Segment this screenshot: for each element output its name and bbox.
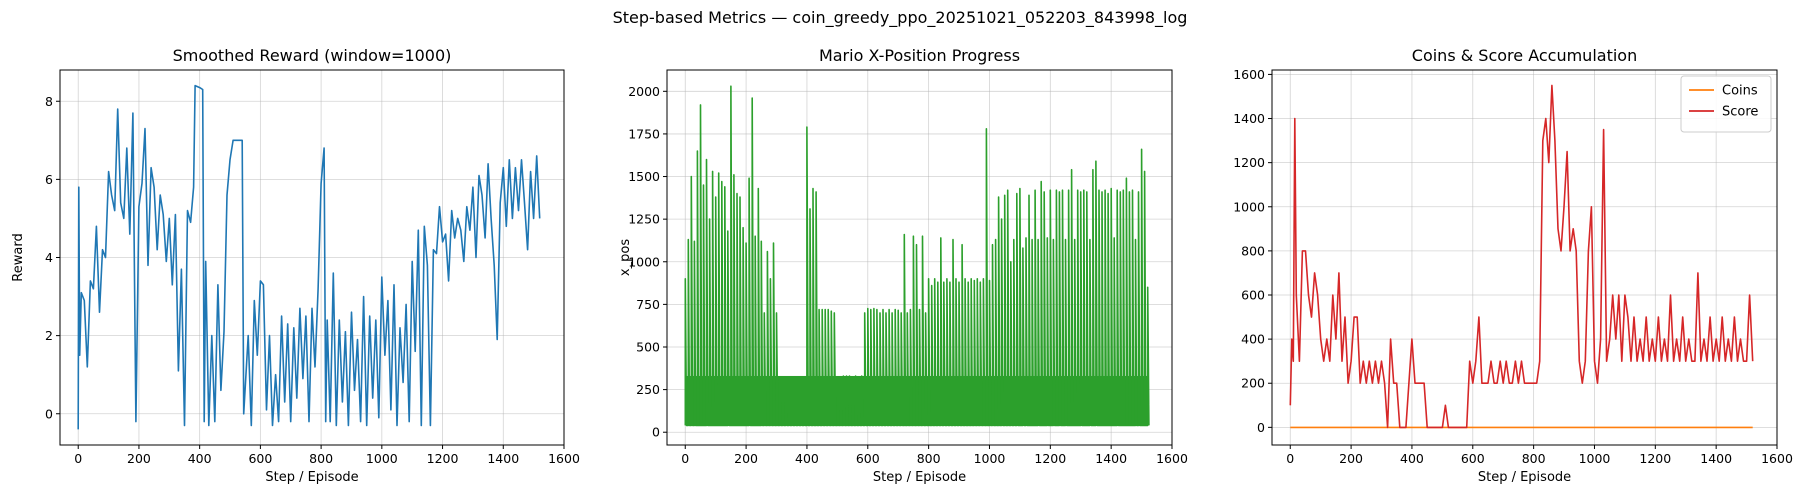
plot-frame <box>666 69 1173 446</box>
x-tick-label: 600 <box>248 451 272 466</box>
legend: Coins Score <box>1680 75 1772 133</box>
x-tick-label: 600 <box>1461 451 1485 466</box>
x-tick-label: 1400 <box>487 451 519 466</box>
y-tick-label: 2 <box>45 328 53 343</box>
chart-2: Mario X-Position Progress 0 200 400 600 800 10… <box>618 46 1188 485</box>
y-tick-label: 1000 <box>1233 199 1265 214</box>
x-tick-label: 800 <box>917 451 941 466</box>
x-tick-label: 1000 <box>1579 451 1611 466</box>
x-axis-label: Step / Episode <box>873 470 966 485</box>
x-tick-label: 0 <box>74 451 82 466</box>
x-tick-label: 200 <box>734 451 758 466</box>
x-tick-label: 1200 <box>427 451 459 466</box>
y-tick-label: 800 <box>1241 243 1265 258</box>
chart-3: Coins & Score Accumulation 0 200 400 600 800 1… <box>1233 46 1793 485</box>
series-line-1 <box>684 85 1150 427</box>
x-tick-label: 800 <box>1522 451 1546 466</box>
y-tick-label: 1200 <box>1233 155 1265 170</box>
y-tick-label: 200 <box>1241 376 1265 391</box>
figure-suptitle: Step-based Metrics — coin_greedy_ppo_202… <box>613 8 1188 28</box>
x-tick-label: 0 <box>1286 451 1294 466</box>
y-tick-label: 1600 <box>1233 67 1265 82</box>
y-tick-label: 1400 <box>1233 111 1265 126</box>
x-tick-label: 200 <box>1339 451 1363 466</box>
y-tick-label: 250 <box>636 382 660 397</box>
x-tick-label: 1000 <box>974 451 1006 466</box>
y-tick-label: 600 <box>1241 288 1265 303</box>
series-line-1 <box>77 84 541 430</box>
legend-label: Coins <box>1722 84 1758 99</box>
y-axis-label: x_pos <box>618 239 633 276</box>
y-tick-label: 400 <box>1241 332 1265 347</box>
y-tick-label: 0 <box>1257 420 1265 435</box>
series-line-score <box>1289 84 1754 429</box>
y-tick-label: 0 <box>45 406 53 421</box>
x-tick-label: 200 <box>127 451 151 466</box>
chart-title: Smoothed Reward (window=1000) <box>173 46 452 65</box>
x-tick-label: 1200 <box>1639 451 1671 466</box>
x-tick-label: 1400 <box>1700 451 1732 466</box>
x-tick-label: 800 <box>309 451 333 466</box>
y-tick-label: 1250 <box>628 212 660 227</box>
x-tick-label: 600 <box>856 451 880 466</box>
x-tick-label: 0 <box>681 451 689 466</box>
x-axis-label: Step / Episode <box>1478 470 1571 485</box>
x-tick-label: 400 <box>1400 451 1424 466</box>
x-tick-label: 400 <box>188 451 212 466</box>
y-tick-label: 1500 <box>628 169 660 184</box>
x-tick-label: 1000 <box>366 451 398 466</box>
x-tick-label: 1600 <box>1761 451 1793 466</box>
x-tick-label: 1600 <box>1156 451 1188 466</box>
y-axis-label: Reward <box>11 233 26 281</box>
legend-label: Score <box>1722 105 1758 120</box>
y-tick-label: 500 <box>636 339 660 354</box>
x-tick-label: 1200 <box>1034 451 1066 466</box>
chart-1: Smoothed Reward (window=1000) 0 200 400 600 8… <box>11 46 580 485</box>
x-tick-label: 1400 <box>1095 451 1127 466</box>
y-tick-label: 4 <box>45 250 53 265</box>
plot-frame <box>1271 69 1778 446</box>
x-tick-label: 400 <box>795 451 819 466</box>
y-tick-label: 1750 <box>628 126 660 141</box>
y-tick-label: 750 <box>636 297 660 312</box>
chart-title: Coins & Score Accumulation <box>1412 46 1637 65</box>
x-axis-label: Step / Episode <box>265 470 358 485</box>
y-tick-label: 6 <box>45 172 53 187</box>
y-tick-label: 2000 <box>628 84 660 99</box>
x-tick-label: 1600 <box>548 451 580 466</box>
y-tick-label: 0 <box>652 425 660 440</box>
y-tick-label: 1000 <box>628 254 660 269</box>
chart-title: Mario X-Position Progress <box>819 46 1020 65</box>
charts-container: Smoothed Reward (window=1000)0 200 400 600 8… <box>11 46 1793 485</box>
y-tick-label: 8 <box>45 94 53 109</box>
